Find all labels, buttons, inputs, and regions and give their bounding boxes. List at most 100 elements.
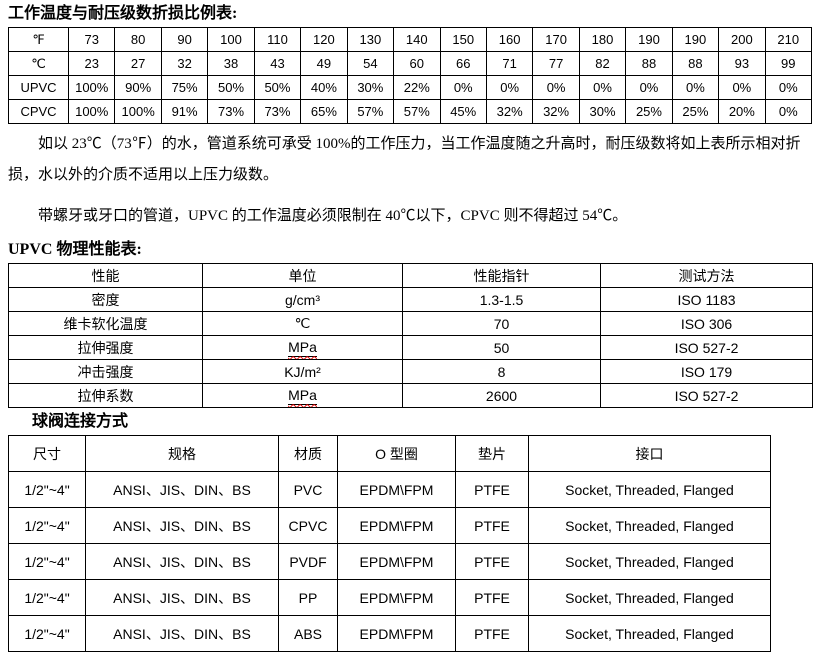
column-header-method: 测试方法 xyxy=(600,263,813,288)
table-cell: 25% xyxy=(671,99,720,124)
underlined-unit: MPa xyxy=(288,386,317,405)
table-row: 1/2"~4" ANSI、JIS、DIN、BS CPVC EPDM\FPM PTFE So… xyxy=(8,507,771,544)
table-row: 1/2"~4" ANSI、JIS、DIN、BS ABS EPDM\FPM PTFE Soc… xyxy=(8,615,771,652)
table-cell: 77 xyxy=(532,51,580,76)
table-cell: EPDM\FPM xyxy=(337,579,456,616)
column-header-oring: O 型圈 xyxy=(337,435,456,472)
table-cell: 75% xyxy=(160,75,209,100)
table-cell: 0% xyxy=(532,75,580,100)
paragraph-pressure-note: 如以 23℃（73℉）的水，管道系统可承受 100%的工作压力，当工作温度随之升… xyxy=(8,136,801,183)
table-cell: ANSI、JIS、DIN、BS xyxy=(85,507,279,544)
table-cell: UPVC xyxy=(8,75,69,100)
table-row: 1/2"~4" ANSI、JIS、DIN、BS PVDF EPDM\FPM PTFE So… xyxy=(8,543,771,580)
paragraph-thread-limit-note: 带螺牙或牙口的管道，UPVC 的工作温度必须限制在 40℃以下，CPVC 则不得… xyxy=(38,208,628,224)
table-cell: PTFE xyxy=(455,579,529,616)
table-cell: Socket, Threaded, Flanged xyxy=(528,579,771,616)
table-cell: 57% xyxy=(393,99,441,124)
table-cell: 170 xyxy=(532,27,580,52)
table-cell: 0% xyxy=(718,75,766,100)
table-cell: 密度 xyxy=(8,287,203,312)
table-cell: 8 xyxy=(402,359,601,384)
valve-connection-table-body: 1/2"~4" ANSI、JIS、DIN、BS PVC EPDM\FPM PTFE Soc… xyxy=(8,471,771,652)
table-row: ℉ 73 80 90 100 110 120 130 140 150 160 170 180 190 190… xyxy=(8,27,813,52)
table-cell: 90% xyxy=(114,75,162,100)
table-row: ℃ 23 27 32 38 43 49 54 60 66 71 77 82 88 88 93 99 xyxy=(8,51,813,76)
table-cell: 40% xyxy=(300,75,348,100)
table-cell: CPVC xyxy=(8,99,69,124)
table-cell: ISO 527-2 xyxy=(600,383,813,408)
table-cell: 82 xyxy=(578,51,627,76)
table-cell: 22% xyxy=(393,75,441,100)
table-row: 维卡软化温度 ℃ 70 ISO 306 xyxy=(8,311,813,336)
table-cell: 100% xyxy=(67,99,116,124)
table-cell: 0% xyxy=(671,75,720,100)
table-cell: ISO 179 xyxy=(600,359,813,384)
table-cell: 200 xyxy=(718,27,766,52)
table-cell: 32% xyxy=(485,99,534,124)
table-cell: 160 xyxy=(485,27,534,52)
table-cell: 0% xyxy=(485,75,534,100)
underlined-unit: MPa xyxy=(288,338,317,357)
table-cell: 110 xyxy=(253,27,302,52)
table-cell: 54 xyxy=(346,51,395,76)
table-cell: 32% xyxy=(532,99,580,124)
table-cell: 93 xyxy=(718,51,766,76)
table-cell: ISO 1183 xyxy=(600,287,813,312)
section-title-valve-connection: 球阀连接方式 xyxy=(32,413,129,430)
table-row: 冲击强度 KJ/m² 8 ISO 179 xyxy=(8,359,813,384)
table-cell: PTFE xyxy=(455,507,529,544)
table-row: CPVC 100% 100% 91% 73% 73% 65% 57% 57% 45% 32% 32% 3… xyxy=(8,99,813,124)
table-cell: MPa xyxy=(202,383,403,408)
table-cell: 25% xyxy=(625,99,673,124)
table-cell: PTFE xyxy=(455,471,529,508)
table-cell: 100% xyxy=(114,99,162,124)
table-cell: 99 xyxy=(764,51,813,76)
table-cell: 拉伸强度 xyxy=(8,335,203,360)
table-cell: 1/2"~4" xyxy=(8,543,86,580)
table-cell: 1.3-1.5 xyxy=(402,287,601,312)
table-cell: 0% xyxy=(764,99,813,124)
table-cell: 120 xyxy=(300,27,348,52)
table-cell: ANSI、JIS、DIN、BS xyxy=(85,543,279,580)
column-header-material: 材质 xyxy=(278,435,338,472)
physical-properties-table: 性能 单位 性能指针 测试方法 密度 g/cm³ 1.3-1.5 ISO 1183 维卡… xyxy=(8,263,813,408)
table-cell: 88 xyxy=(671,51,720,76)
table-cell: 0% xyxy=(764,75,813,100)
table-cell: PP xyxy=(278,579,338,616)
table-cell: 冲击强度 xyxy=(8,359,203,384)
table-cell: PTFE xyxy=(455,615,529,652)
column-header-standard: 规格 xyxy=(85,435,279,472)
table-cell: 190 xyxy=(671,27,720,52)
table-row: UPVC 100% 90% 75% 50% 50% 40% 30% 22% 0% 0% 0% 0% 0% 0… xyxy=(8,75,813,100)
table-cell: 210 xyxy=(764,27,813,52)
table-cell: 71 xyxy=(485,51,534,76)
table-cell: 60 xyxy=(393,51,441,76)
table-row: 拉伸系数 MPa 2600 ISO 527-2 xyxy=(8,383,813,408)
table-cell: 73% xyxy=(253,99,302,124)
table-cell: 91% xyxy=(160,99,209,124)
table-cell: KJ/m² xyxy=(202,359,403,384)
table-cell: 0% xyxy=(625,75,673,100)
table-cell: 150 xyxy=(439,27,487,52)
table-cell: ℉ xyxy=(8,27,69,52)
table-cell: 1/2"~4" xyxy=(8,615,86,652)
valve-connection-table: 尺寸 规格 材质 O 型圈 垫片 接口 1/2"~4" ANSI、JIS、DIN、… xyxy=(8,435,771,652)
table-cell: ANSI、JIS、DIN、BS xyxy=(85,615,279,652)
table-cell: 20% xyxy=(718,99,766,124)
section-title-physical-properties: UPVC 物理性能表: xyxy=(8,241,142,258)
table-cell: 49 xyxy=(300,51,348,76)
section-title-temp-pressure: 工作温度与耐压级数折损比例表: xyxy=(8,5,238,22)
table-cell: g/cm³ xyxy=(202,287,403,312)
table-cell: 50 xyxy=(402,335,601,360)
table-header-row: 尺寸 规格 材质 O 型圈 垫片 接口 xyxy=(8,435,771,472)
table-cell: 100 xyxy=(207,27,255,52)
table-cell: 38 xyxy=(207,51,255,76)
physical-properties-table-body: 密度 g/cm³ 1.3-1.5 ISO 1183 维卡软化温度 ℃ 70 ISO 306 拉伸… xyxy=(8,287,813,408)
table-row: 密度 g/cm³ 1.3-1.5 ISO 1183 xyxy=(8,287,813,312)
table-cell: 100% xyxy=(67,75,116,100)
table-cell: Socket, Threaded, Flanged xyxy=(528,507,771,544)
table-cell: 80 xyxy=(114,27,162,52)
table-cell: ANSI、JIS、DIN、BS xyxy=(85,579,279,616)
table-cell: 1/2"~4" xyxy=(8,579,86,616)
table-cell: 0% xyxy=(439,75,487,100)
